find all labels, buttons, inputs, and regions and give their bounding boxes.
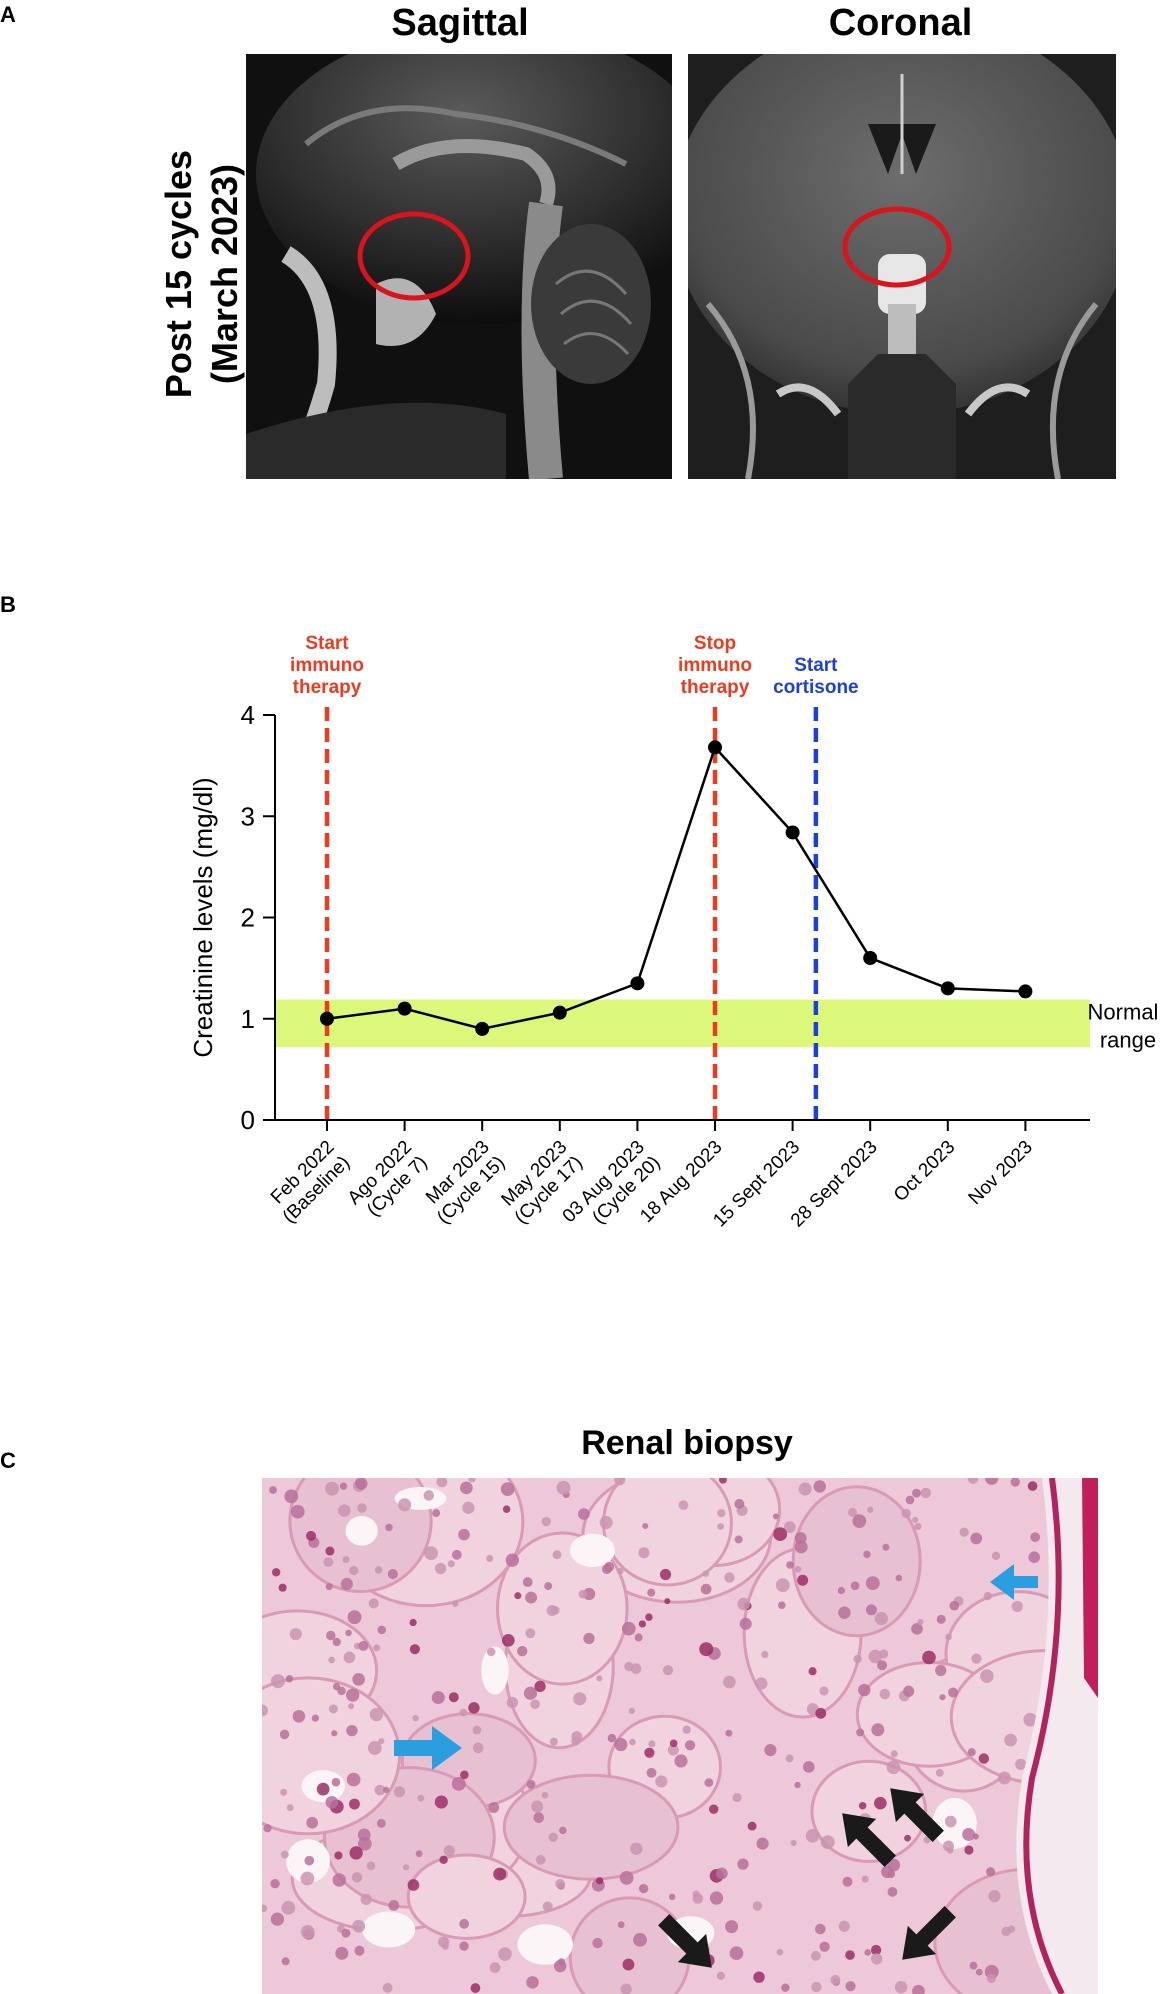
y-tick-label: 2 [241, 903, 255, 933]
marker-label-2: therapy [681, 677, 750, 698]
panel-a-letter: A [0, 2, 16, 27]
marker-label-1: immuno [290, 655, 364, 676]
cyan-arrow-1 [394, 1726, 462, 1770]
sagittal-title: Sagittal [391, 2, 529, 44]
sagittal-mri-image [246, 54, 672, 479]
y-axis-label: Creatinine levels (mg/dl) [188, 777, 218, 1057]
y-ticks: 0 1 2 3 4 [241, 700, 275, 1135]
data-point [630, 976, 645, 991]
x-tick-label: Feb 2022(Baseline) [267, 1137, 354, 1228]
marker-label-2: immuno [678, 655, 752, 676]
marker-label-3: cortisone [773, 677, 859, 698]
row-label-line1: Post 15 cycles [158, 149, 199, 399]
panel-b-letter: B [0, 592, 16, 617]
data-point [940, 981, 955, 996]
data-point [397, 1001, 412, 1016]
black-arrow-3 [658, 1914, 712, 1968]
y-tick-label: 4 [241, 700, 255, 730]
x-tick-label: Ago 2022(Cycle 7) [344, 1137, 432, 1221]
marker-label-1: Start [305, 633, 349, 654]
data-point [863, 951, 878, 965]
renal-biopsy-title: Renal biopsy [581, 1424, 793, 1462]
x-tick-label: Mar 2023(Cycle 15) [422, 1137, 509, 1229]
marker-label-1: therapy [293, 677, 362, 698]
normal-range-band [275, 999, 1090, 1048]
y-tick-label: 3 [241, 801, 255, 831]
normal-range-label-line2: range [1100, 1027, 1156, 1052]
data-points [320, 740, 1033, 1036]
x-tick-label-line: Nov 2023 [965, 1137, 1037, 1209]
x-tick-label: Oct 2023 [890, 1137, 959, 1206]
coronal-mri-image [688, 54, 1116, 479]
data-point [475, 1021, 490, 1036]
data-point [785, 825, 800, 840]
event-markers: StartimmunotherapyStopimmunotherapyStart… [290, 633, 859, 1120]
data-point [320, 1011, 334, 1026]
data-point [552, 1005, 567, 1020]
y-tick-label: 1 [241, 1004, 255, 1034]
creatinine-series-line [326, 744, 1026, 1031]
black-arrow-2 [890, 1788, 944, 1842]
row-label: Post 15 cycles (March 2023) [156, 64, 248, 484]
data-point [1018, 984, 1033, 999]
cyan-arrow-2 [990, 1564, 1038, 1600]
x-ticks: Feb 2022(Baseline)Ago 2022(Cycle 7)Mar 2… [267, 1120, 1037, 1231]
data-point [708, 740, 722, 755]
marker-label-2: Stop [694, 633, 736, 654]
marker-label-3: Start [794, 655, 838, 676]
row-label-line2: (March 2023) [204, 163, 245, 385]
x-tick-label-line: Oct 2023 [890, 1137, 959, 1206]
black-arrow-1 [842, 1813, 896, 1867]
creatinine-line-chart: StartimmunotherapyStopimmunotherapyStart… [188, 633, 1159, 1231]
black-arrow-4 [902, 1906, 956, 1960]
panel-c-letter: C [0, 1448, 16, 1473]
coronal-title: Coronal [828, 2, 973, 44]
x-tick-label: 03 Aug 2023(Cycle 20) [559, 1137, 665, 1229]
x-tick-label: Nov 2023 [965, 1137, 1037, 1209]
normal-range-label-line1: Normal [1088, 999, 1159, 1024]
renal-biopsy-image [262, 1478, 1098, 1994]
y-tick-label: 0 [241, 1105, 255, 1135]
